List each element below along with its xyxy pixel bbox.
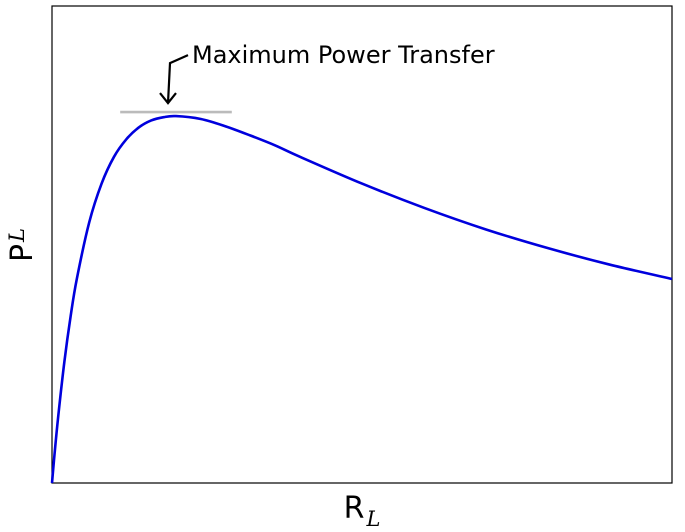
y-axis-label-main: P — [5, 244, 40, 262]
annotation-label: Maximum Power Transfer — [192, 41, 495, 69]
down-arrow-icon — [159, 54, 189, 105]
series-line-1 — [50, 114, 673, 484]
y-axis-label: PL — [5, 228, 40, 262]
x-axis-label: RL — [344, 491, 381, 531]
y-axis-label-subscript: L — [5, 228, 29, 243]
plot-frame — [51, 5, 673, 484]
series-group — [50, 114, 673, 484]
x-axis-label-subscript: L — [365, 507, 380, 531]
x-axis-label-main: R — [344, 491, 365, 526]
annotation: Maximum Power Transfer — [120, 41, 495, 114]
